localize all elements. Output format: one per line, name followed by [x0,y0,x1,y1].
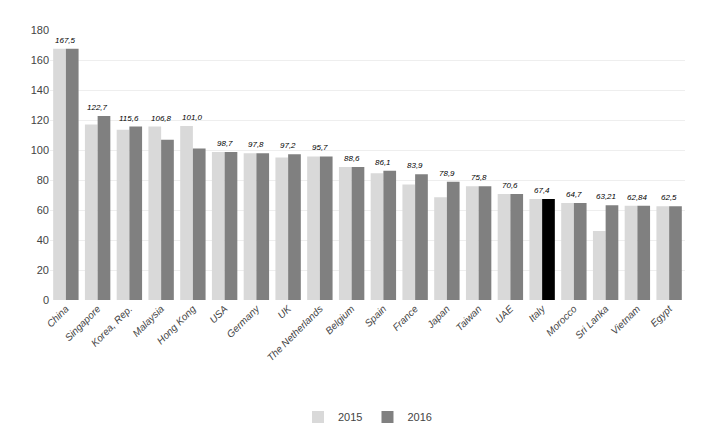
svg-text:Taiwan: Taiwan [454,303,484,333]
svg-text:62,84: 62,84 [627,193,648,202]
svg-text:2016: 2016 [407,411,431,423]
svg-text:106,8: 106,8 [151,114,172,123]
svg-text:Germany: Germany [224,302,262,340]
svg-text:97,8: 97,8 [248,140,264,149]
svg-text:Korea, Rep.: Korea, Rep. [89,303,135,349]
svg-text:97,2: 97,2 [280,141,296,150]
svg-text:63,21: 63,21 [596,192,616,201]
svg-text:62,5: 62,5 [661,193,677,202]
svg-text:40: 40 [37,234,49,246]
svg-text:UAE: UAE [493,303,516,326]
svg-text:67,4: 67,4 [534,186,550,195]
svg-text:140: 140 [31,84,49,96]
svg-text:64,7: 64,7 [566,190,582,199]
svg-text:86,1: 86,1 [375,158,391,167]
svg-text:83,9: 83,9 [407,161,423,170]
svg-text:101,0: 101,0 [182,113,203,122]
svg-text:98,7: 98,7 [217,139,233,148]
svg-text:78,9: 78,9 [439,169,455,178]
svg-text:Sri Lanka: Sri Lanka [573,303,611,341]
svg-text:Belgium: Belgium [323,303,356,336]
svg-text:France: France [390,303,420,333]
svg-text:80: 80 [37,174,49,186]
svg-text:The Netherlands: The Netherlands [265,303,325,363]
svg-text:Vietnam: Vietnam [609,303,643,337]
svg-text:0: 0 [43,294,49,306]
svg-text:Egypt: Egypt [648,302,675,329]
svg-text:2015: 2015 [338,411,362,423]
svg-text:USA: USA [207,303,230,326]
svg-text:Singapore: Singapore [63,303,103,343]
svg-text:Italy: Italy [526,302,547,323]
svg-text:Spain: Spain [362,303,388,329]
svg-text:UK: UK [275,302,294,321]
svg-text:Hong Kong: Hong Kong [155,303,198,346]
svg-text:160: 160 [31,54,49,66]
svg-text:Japan: Japan [424,303,452,331]
svg-text:Morocco: Morocco [544,303,579,338]
svg-text:88,6: 88,6 [344,154,360,163]
svg-text:167,5: 167,5 [55,36,76,45]
svg-text:Malaysia: Malaysia [130,303,166,339]
svg-text:122,7: 122,7 [87,103,108,112]
svg-text:180: 180 [31,24,49,36]
svg-text:60: 60 [37,204,49,216]
svg-text:20: 20 [37,264,49,276]
svg-text:100: 100 [31,144,49,156]
svg-text:70,6: 70,6 [502,181,518,190]
svg-text:115,6: 115,6 [119,114,139,123]
svg-text:120: 120 [31,114,49,126]
svg-text:95,7: 95,7 [312,143,328,152]
svg-text:75,8: 75,8 [471,173,487,182]
svg-text:China: China [45,303,72,330]
